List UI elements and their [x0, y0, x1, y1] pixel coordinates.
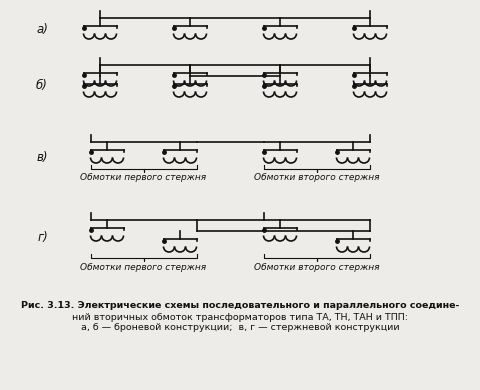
Text: ний вторичных обмоток трансформаторов типа ТА, ТН, ТАН и ТПП:: ний вторичных обмоток трансформаторов ти…: [72, 312, 408, 321]
Text: Обмотки первого стержня: Обмотки первого стержня: [81, 174, 206, 183]
Text: г): г): [37, 232, 48, 245]
Text: Обмотки второго стержня: Обмотки второго стержня: [254, 262, 379, 271]
Text: а, б — броневой конструкции;  в, г — стержневой конструкции: а, б — броневой конструкции; в, г — стер…: [81, 323, 399, 332]
Text: Обмотки второго стержня: Обмотки второго стержня: [254, 174, 379, 183]
Text: Обмотки первого стержня: Обмотки первого стержня: [81, 262, 206, 271]
Text: в): в): [36, 151, 48, 165]
Text: а): а): [36, 23, 48, 37]
Text: б): б): [36, 78, 48, 92]
Text: Рис. 3.13. Электрические схемы последовательного и параллельного соедине-: Рис. 3.13. Электрические схемы последова…: [21, 301, 459, 310]
